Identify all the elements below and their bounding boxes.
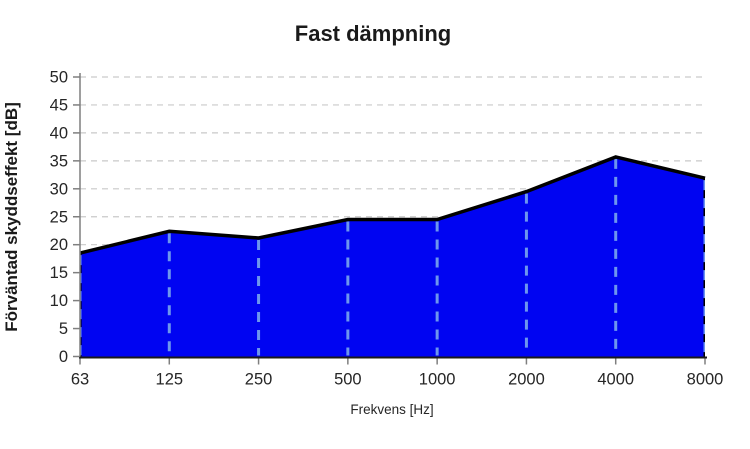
x-tick-label: 500 (334, 371, 362, 389)
y-tick-label: 30 (50, 180, 68, 198)
y-tick-label: 45 (50, 96, 68, 114)
x-axis-label: Frekvens [Hz] (350, 402, 433, 417)
x-tick-label: 250 (245, 371, 273, 389)
y-tick-label: 15 (50, 264, 68, 282)
y-tick-label: 25 (50, 208, 68, 226)
x-tick-label: 1000 (419, 371, 456, 389)
y-tick-label: 50 (50, 69, 68, 87)
y-tick-label: 20 (50, 236, 68, 254)
x-tick-label: 63 (71, 371, 89, 389)
data-line (79, 155, 706, 255)
x-tick-label: 4000 (597, 371, 634, 389)
y-tick-label: 5 (59, 320, 68, 338)
area-fill (80, 156, 705, 357)
y-tick-label: 0 (59, 348, 68, 366)
chart-title: Fast dämpning (295, 21, 451, 46)
plot-area: 0 5 10 15 20 25 30 35 40 45 50 63 125 250 500 1000 2000 4… (50, 69, 724, 389)
y-tick-label: 35 (50, 152, 68, 170)
y-axis-label: Förväntad skyddseffekt [dB] (2, 102, 21, 332)
x-tick-label: 125 (156, 371, 184, 389)
x-tick-label: 2000 (508, 371, 545, 389)
v-gridlines (80, 158, 705, 357)
y-tick-label: 10 (50, 292, 68, 310)
x-tick-label: 8000 (687, 371, 724, 389)
y-tick-label: 40 (50, 124, 68, 142)
